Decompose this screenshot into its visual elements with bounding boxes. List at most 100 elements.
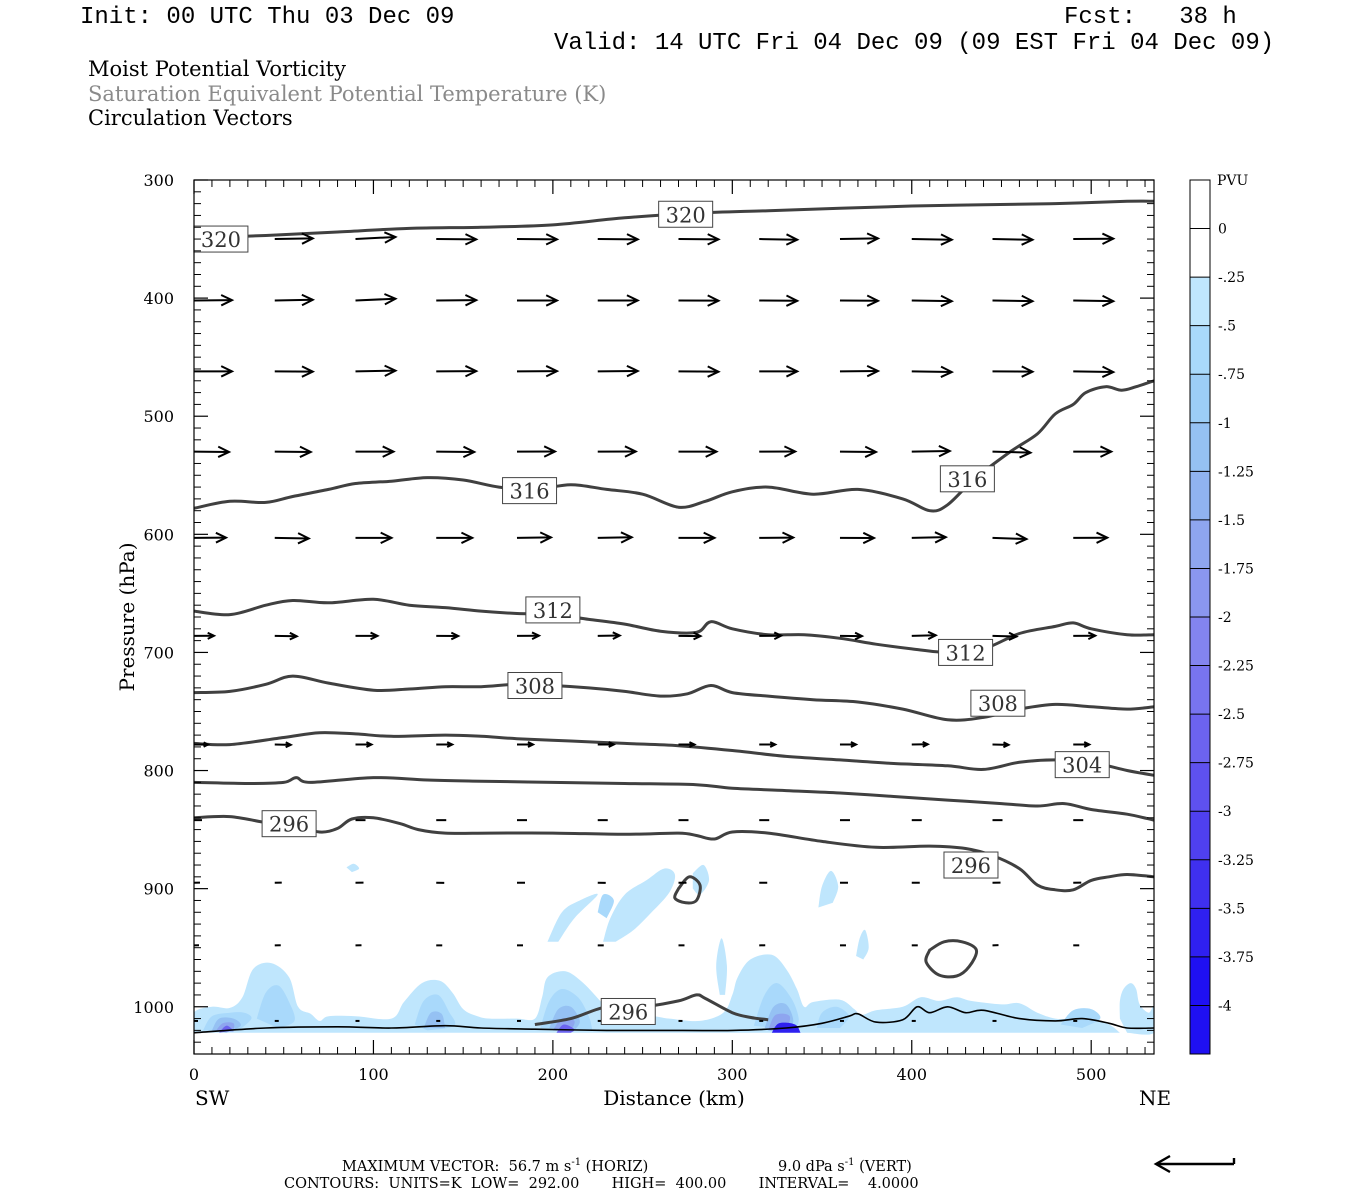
contour-info: CONTOURS: UNITS=K LOW= 292.00 HIGH= 400.… [284,1176,919,1192]
max-vector-readout: MAXIMUM VECTOR: 56.7 m s-1 (HORIZ) [342,1157,649,1175]
circulation-vector [1154,742,1168,746]
y-tick-label: 600 [143,525,174,544]
circulation-vector [992,365,1035,378]
circulation-vector [436,294,479,307]
y-tick-label: 800 [143,762,174,781]
circulation-vector [194,294,235,307]
x-tick-label: 500 [1076,1065,1107,1084]
circulation-vector [759,741,778,748]
circulation-vector [992,631,1019,641]
circulation-vector [1153,239,1154,241]
circulation-vector [597,364,641,378]
circulation-vector [911,294,955,308]
circulation-vector [194,741,211,748]
circulation-vector [597,531,635,544]
pv-region [547,893,598,942]
circulation-vector [194,531,229,544]
circulation-vector [911,741,931,748]
circulation-vector [1154,533,1186,543]
pv-region [256,985,295,1028]
circulation-vector [911,445,953,458]
x-axis-title: Distance (km) [603,1086,745,1110]
pv-region [856,929,869,960]
contour-label: 316 [510,480,550,504]
colorbar-swatch [1190,277,1210,327]
colorbar-label: -1.5 [1218,513,1245,529]
colorbar-swatch [1190,811,1210,861]
circulation-vector [678,365,721,378]
ne-end-label: NE [1139,1086,1171,1110]
pv-region [597,894,614,919]
circulation-vector [1153,450,1154,452]
circulation-vector [678,294,721,307]
contour-label: 320 [201,228,241,252]
circulation-vector [992,446,1033,459]
contour-label-box [600,997,656,1025]
circulation-vector [678,631,703,641]
circulation-vector [597,741,617,748]
pv-region [194,954,1120,1033]
circulation-vector [759,531,796,544]
title-moist-pv: Moist Potential Vorticity [88,57,346,81]
colorbar-swatch [1190,519,1210,569]
colorbar-swatch [1190,471,1210,521]
circulation-vector [516,233,560,246]
circulation-vector [1073,531,1110,544]
circulation-vector [992,294,1035,308]
pv-region [346,863,360,873]
circulation-vector [355,293,398,306]
circulation-vector [516,294,560,307]
surface-line-layer [194,1005,1154,1034]
colorbar-swatch [1190,617,1210,667]
circulation-vector [1153,300,1154,302]
colorbar-swatch [1190,665,1210,715]
colorbar-swatch [1190,1005,1210,1055]
x-tick-label: 0 [189,1065,199,1084]
circulation-vector [274,232,316,245]
valid-time: Valid: 14 UTC Fri 04 Dec 09 (09 EST Fri … [554,30,1275,57]
circulation-vector [1073,631,1098,641]
circulation-vector [436,531,475,544]
circulation-vector [516,531,554,544]
colorbar-swatch [1190,908,1210,958]
circulation-vector [839,232,881,245]
title-circulation: Circulation Vectors [88,106,293,130]
colorbar-label: -2 [1218,610,1232,626]
colorbar-title: PVU [1217,173,1249,189]
y-tick-label: 300 [143,171,174,190]
colorbar-label: 0 [1218,222,1227,238]
theta-es-contour [194,597,1154,654]
colorbar-label: -.25 [1218,270,1245,286]
contour-label-box [938,638,994,666]
colorbar-swatch [1190,422,1210,472]
pv-region [692,864,710,895]
init-time: Init: 00 UTC Thu 03 Dec 09 [80,4,455,31]
circulation-vector [274,532,312,545]
circulation-vector [516,365,560,378]
pv-region [1119,983,1154,1035]
colorbar-label: -2.75 [1218,756,1254,772]
colorbar-label: -.5 [1218,319,1236,335]
colorbar-label: -3.25 [1218,853,1254,869]
theta-es-closed-contour [924,939,979,979]
x-tick-label: 300 [717,1065,748,1084]
x-tick-label: 200 [538,1065,569,1084]
theta-es-closed-contour [673,875,702,905]
contour-label: 316 [947,468,987,492]
y-tick-label: 900 [143,880,174,899]
contour-label-layer: 320 320 316 316 312 312 308 308 304 296 296 296 [193,200,1110,1025]
circulation-vector [436,631,461,641]
theta-es-contour [194,731,1154,777]
circulation-vector [355,364,398,377]
contour-label: 308 [978,692,1018,716]
circulation-vector [839,445,879,458]
y-tick-label: 500 [143,407,174,426]
circulation-vector [911,365,955,378]
colorbar-label: -3 [1218,804,1232,820]
y-tick-label: 1000 [133,998,174,1017]
pv-region [716,938,728,995]
circulation-vector [759,233,800,246]
colorbar-label: -3.75 [1218,950,1254,966]
circulation-vector [597,631,623,640]
